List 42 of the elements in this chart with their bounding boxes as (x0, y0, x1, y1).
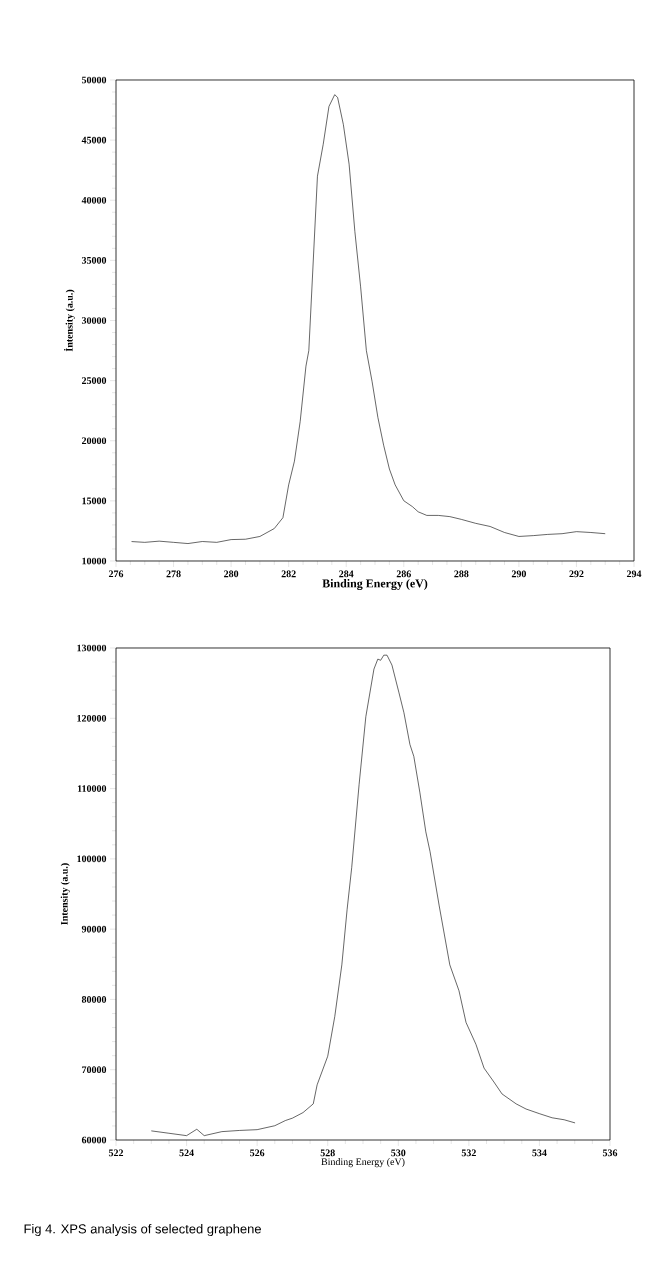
line-series (150, 654, 576, 1136)
x-tick-label: 282 (281, 570, 296, 578)
y-tick-label: 10000 (82, 557, 107, 565)
x-tick-label: 526 (250, 1149, 265, 1157)
y-tick-label: 70000 (82, 1066, 107, 1074)
y-tick-label: 40000 (81, 196, 107, 204)
y-tick-label: 60000 (81, 1136, 107, 1144)
caption: Fig 4. XPS analysis of selected graphene (24, 1223, 261, 1237)
y-tick-label: 30000 (81, 317, 107, 324)
x-tick-label: 294 (626, 570, 642, 578)
x-axis-title: Binding Energy (eV) (322, 579, 428, 591)
x-tick-label: 524 (179, 1149, 194, 1157)
y-tick-label: 20000 (82, 437, 107, 445)
x-tick-label: 534 (532, 1149, 547, 1157)
x-tick-label: 288 (454, 570, 469, 578)
x-tick-label: 536 (602, 1149, 618, 1157)
x-tick-label: 532 (461, 1149, 476, 1157)
y-tick-label: 120000 (77, 714, 107, 722)
y-tick-label: 80000 (81, 996, 107, 1003)
x-tick-label: 278 (166, 570, 181, 578)
line-series (131, 94, 606, 544)
x-axis-title: Binding Energy (eV) (321, 1158, 405, 1168)
x-tick-label: 522 (108, 1149, 124, 1157)
y-tick-label: 90000 (81, 925, 107, 933)
x-tick-label: 528 (320, 1149, 335, 1157)
y-tick-label: 100000 (77, 855, 107, 863)
y-tick-label: 35000 (81, 257, 107, 264)
y-tick-label: 25000 (82, 377, 107, 384)
x-tick-label: 292 (569, 570, 584, 578)
x-tick-label: 286 (396, 570, 411, 578)
y-tick-label: 15000 (82, 497, 107, 505)
y-axis-title: Intensity (a.u.) (60, 863, 70, 925)
y-tick-label: 45000 (81, 136, 107, 144)
y-tick-label: 50000 (81, 76, 107, 84)
x-tick-label: 276 (108, 570, 124, 578)
x-tick-label: 280 (224, 570, 239, 578)
x-tick-label: 284 (339, 570, 354, 578)
y-tick-label: 110000 (77, 785, 107, 792)
y-tick-label: 130000 (77, 644, 107, 652)
y-axis-title: İntensity (a.u.) (64, 289, 75, 352)
x-tick-label: 290 (511, 570, 526, 578)
x-tick-label: 530 (391, 1149, 406, 1157)
